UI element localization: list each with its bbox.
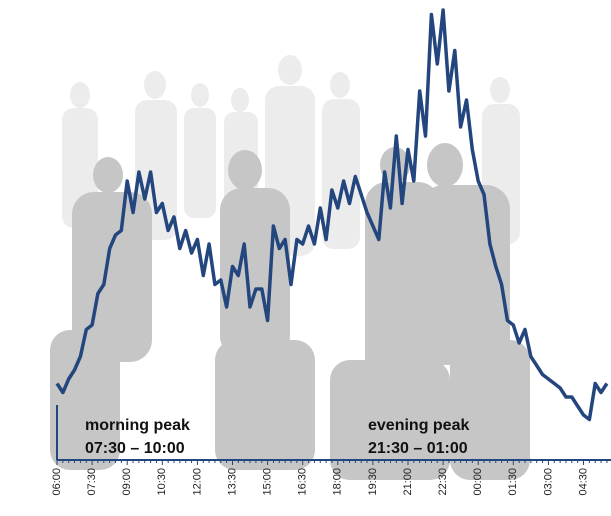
- annotation-title: evening peak: [368, 417, 469, 434]
- x-tick-label: 18:00: [332, 468, 344, 496]
- x-tick-label: 06:00: [51, 468, 63, 496]
- x-tick-label: 12:00: [191, 468, 203, 496]
- x-tick-label: 03:00: [542, 468, 554, 496]
- x-tick-label: 19:30: [367, 468, 379, 496]
- x-tick-label: 21:00: [402, 468, 414, 496]
- x-tick-label: 13:30: [226, 468, 238, 496]
- x-tick-label: 09:00: [121, 468, 133, 496]
- annotation-text: 21:30 – 01:00: [368, 440, 468, 457]
- x-tick-label: 15:00: [262, 468, 274, 496]
- x-tick-label: 10:30: [156, 468, 168, 496]
- annotation-text: 07:30 – 10:00: [85, 440, 185, 457]
- x-tick-label: 01:30: [507, 468, 519, 496]
- annotation-title: morning peak: [85, 417, 190, 434]
- data-line: [55, 8, 609, 422]
- x-tick-label: 07:30: [86, 468, 98, 496]
- x-tick-label: 04:30: [577, 468, 589, 496]
- x-tick-label: 00:00: [472, 468, 484, 496]
- x-tick-label: 16:30: [297, 468, 309, 496]
- x-tick-label: 22:30: [437, 468, 449, 496]
